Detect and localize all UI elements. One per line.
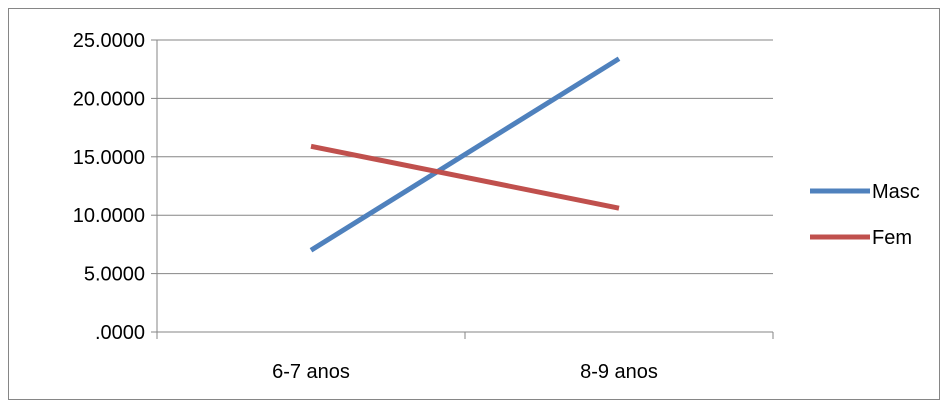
y-tick-label: 25.0000 bbox=[73, 30, 145, 52]
x-axis-tick-labels: 6-7 anos 8-9 anos bbox=[272, 361, 658, 383]
x-tick-label: 6-7 anos bbox=[272, 361, 350, 383]
y-tick-label: 20.0000 bbox=[73, 88, 145, 110]
legend: Masc Fem bbox=[810, 181, 920, 249]
y-tick-label: 10.0000 bbox=[73, 205, 145, 227]
legend-label-masc: Masc bbox=[872, 181, 920, 203]
gridlines bbox=[157, 39, 773, 275]
y-tick-label: 5.0000 bbox=[84, 264, 145, 286]
series-line-masc bbox=[309, 56, 621, 253]
chart-frame bbox=[8, 8, 940, 400]
y-tick-label: 15.0000 bbox=[73, 147, 145, 169]
series-lines bbox=[309, 56, 621, 253]
y-tick-label: .0000 bbox=[95, 322, 145, 344]
axes bbox=[151, 39, 774, 339]
series-line-fem bbox=[310, 143, 620, 211]
legend-label-fem: Fem bbox=[872, 227, 912, 249]
x-tick-label: 8-9 anos bbox=[580, 361, 658, 383]
y-axis-tick-labels: .0000 5.0000 10.0000 15.0000 20.0000 25.0000 bbox=[73, 30, 145, 344]
